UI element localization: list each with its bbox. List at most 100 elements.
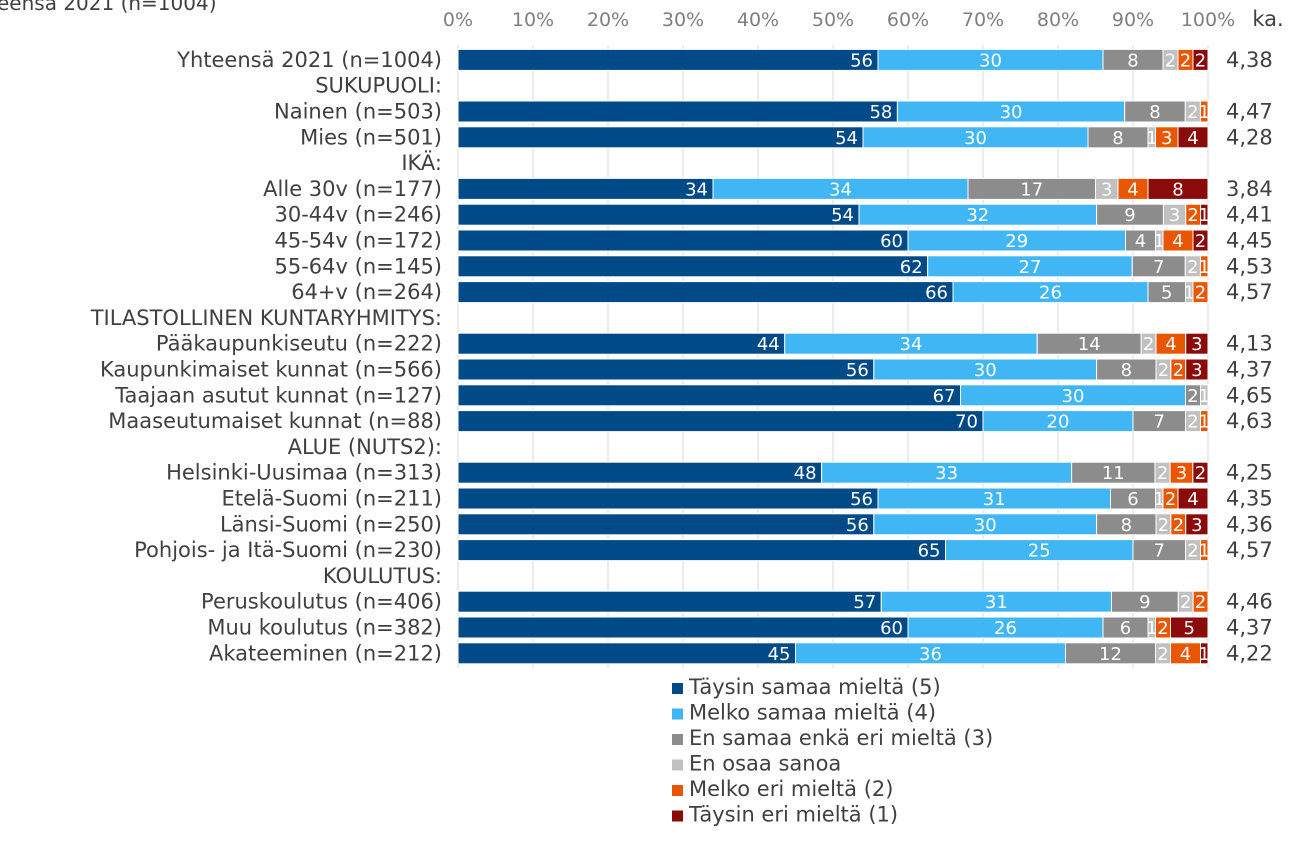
data-label: 6	[1127, 489, 1138, 510]
bar-segment	[457, 358, 875, 381]
data-label: 2	[1157, 463, 1168, 484]
data-label: 32	[966, 205, 989, 226]
x-tick-label: 60%	[887, 9, 929, 31]
row-label: Pohjois- ja Itä-Suomi (n=230)	[134, 538, 442, 562]
bar-segment	[1192, 229, 1209, 252]
data-label: 5	[1184, 618, 1195, 639]
row-label: Pääkaupunkiseutu (n=222)	[156, 332, 442, 356]
data-label: 4	[1127, 179, 1138, 200]
average-value: 4,25	[1226, 461, 1273, 485]
x-tick-label: 30%	[662, 9, 704, 31]
data-label: 3	[1191, 360, 1202, 381]
data-label: 34	[900, 334, 923, 355]
row-label: Etelä-Suomi (n=211)	[221, 487, 442, 511]
data-label: 20	[1047, 412, 1070, 433]
row-label: Länsi-Suomi (n=250)	[220, 512, 442, 536]
legend-swatch	[672, 810, 683, 822]
data-label: 2	[1165, 489, 1176, 510]
data-label: 6	[1120, 618, 1131, 639]
data-label: 60	[880, 618, 903, 639]
data-label: 30	[1000, 102, 1023, 123]
average-value: 4,38	[1226, 48, 1273, 72]
average-value: 4,53	[1226, 254, 1273, 278]
data-label: 30	[979, 50, 1002, 71]
row-label: 55-64v (n=145)	[275, 254, 443, 278]
data-label: 4	[1180, 644, 1191, 665]
data-label: 1	[1199, 412, 1210, 433]
data-label: 65	[918, 541, 941, 562]
data-label: 17	[1020, 179, 1043, 200]
data-label: 4	[1187, 489, 1198, 510]
data-label: 8	[1172, 179, 1183, 200]
bar-segment	[1185, 332, 1209, 355]
data-label: 66	[925, 283, 948, 304]
data-label: 8	[1149, 102, 1160, 123]
bar-segment	[1192, 461, 1209, 484]
row-label: Yhteensä 2021 (n=1004)	[176, 48, 442, 72]
bar-segment	[1200, 539, 1209, 562]
data-label: 56	[846, 360, 869, 381]
average-value: 4,35	[1226, 487, 1273, 511]
data-label: 62	[900, 257, 923, 278]
data-label: 2	[1187, 541, 1198, 562]
average-value: 4,63	[1226, 409, 1273, 433]
row-label: 45-54v (n=172)	[275, 229, 443, 253]
bar-segment	[457, 410, 984, 433]
row-label: Maaseutumaiset kunnat (n=88)	[108, 409, 442, 433]
x-tick-label: 100%	[1181, 9, 1235, 31]
data-label: 3	[1191, 334, 1202, 355]
row-label: Peruskoulutus (n=406)	[201, 590, 442, 614]
row-label: Helsinki-Uusimaa (n=313)	[166, 461, 442, 485]
bar-segment	[1177, 126, 1209, 149]
data-label: 67	[933, 386, 956, 407]
row-label: Kaupunkimaiset kunnat (n=566)	[100, 358, 442, 382]
data-label: 8	[1112, 128, 1123, 149]
data-label: 3	[1101, 179, 1112, 200]
data-label: 9	[1124, 205, 1135, 226]
average-value: 4,36	[1226, 512, 1273, 536]
data-label: 36	[919, 644, 942, 665]
average-value: 4,28	[1226, 125, 1273, 149]
bar-segment	[457, 616, 909, 639]
legend-swatch	[672, 759, 683, 771]
data-label: 56	[850, 50, 873, 71]
data-label: 45	[768, 644, 791, 665]
bar-segment	[1192, 281, 1209, 304]
legend-label: Melko samaa mieltä (4)	[689, 701, 936, 725]
bar-segment	[1192, 48, 1209, 71]
data-label: 2	[1187, 102, 1198, 123]
data-label: 27	[1019, 257, 1042, 278]
data-label: 2	[1165, 50, 1176, 71]
data-label: 33	[935, 463, 958, 484]
data-label: 2	[1173, 360, 1184, 381]
average-value: 4,22	[1226, 641, 1273, 665]
group-header-label: ALUE (NUTS2):	[288, 435, 442, 459]
bar-segment	[457, 255, 929, 278]
data-label: 29	[1005, 231, 1028, 252]
bar-segment	[457, 126, 864, 149]
legend-label: Täysin eri mieltä (1)	[688, 803, 898, 827]
bar-segment	[1147, 177, 1209, 200]
average-value: 4,46	[1226, 590, 1273, 614]
data-label: 70	[955, 412, 978, 433]
x-axis-ticks: 0% 10% 20% 30% 40% 50% 60% 70% 80% 90% 100%	[443, 9, 1235, 31]
average-value: 4,37	[1226, 616, 1273, 640]
bar-segment	[1200, 410, 1209, 433]
group-header-label: TILASTOLLINEN KUNTARYHMITYS:	[90, 306, 442, 330]
data-label: 25	[1028, 541, 1051, 562]
data-label: 34	[829, 179, 852, 200]
data-label: 4	[1187, 128, 1198, 149]
data-label: 30	[974, 515, 997, 536]
bar-segment	[457, 513, 875, 536]
bar-segment	[457, 48, 879, 71]
data-label: 8	[1127, 50, 1138, 71]
data-label: 7	[1154, 412, 1165, 433]
bar-segment	[1200, 642, 1209, 665]
data-label: 3	[1161, 128, 1172, 149]
data-label: 57	[853, 592, 876, 613]
data-label: 2	[1157, 618, 1168, 639]
legend-swatch	[672, 683, 683, 694]
data-label: 2	[1187, 205, 1198, 226]
data-label: 4	[1165, 334, 1176, 355]
legend-label: En osaa sanoa	[689, 752, 841, 776]
